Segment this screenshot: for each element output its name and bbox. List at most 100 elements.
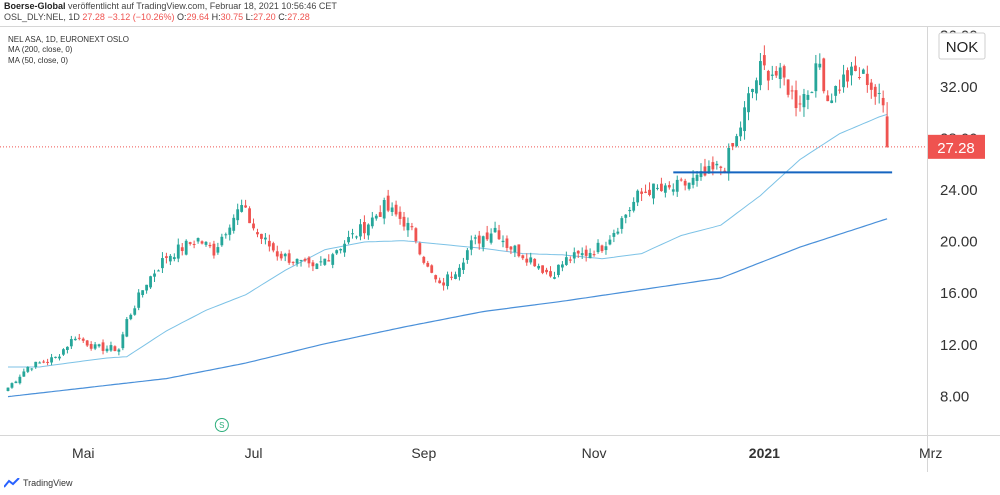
candle-body	[176, 244, 180, 259]
candle	[810, 91, 814, 94]
candle	[275, 245, 279, 261]
candle-body	[755, 80, 758, 94]
candle-body	[14, 381, 18, 384]
candle	[196, 237, 200, 244]
legend-instrument: NEL ASA, 1D, EURONEXT OSLO	[8, 35, 129, 44]
candle-body	[307, 257, 311, 264]
candle-body	[608, 239, 612, 245]
candle	[719, 165, 723, 176]
low-key: L:	[245, 12, 254, 22]
candle-body	[450, 276, 453, 278]
candle-body	[236, 209, 240, 221]
candle	[873, 84, 877, 105]
candle-body	[667, 185, 671, 188]
footer: TradingView	[4, 478, 73, 488]
candle	[157, 269, 160, 272]
candle	[489, 228, 493, 245]
ma50-series	[8, 113, 888, 368]
candle	[671, 183, 675, 196]
candle-body	[42, 361, 46, 363]
candle-body	[660, 183, 663, 192]
candle	[485, 225, 489, 242]
candle-body	[454, 274, 457, 279]
candle	[545, 267, 548, 275]
candle-body	[465, 250, 469, 260]
candle	[125, 316, 129, 338]
candle-body	[34, 361, 38, 368]
candle-body	[359, 224, 362, 237]
candle-body	[196, 238, 200, 242]
split-marker	[214, 418, 229, 432]
candle	[505, 235, 509, 252]
legend-ma50: MA (50, close, 0)	[8, 56, 69, 65]
candle	[145, 284, 148, 294]
candle-body	[501, 240, 505, 243]
publisher-name: Boerse-Global	[4, 1, 66, 11]
split-marker-label: S	[219, 421, 224, 430]
candle	[14, 380, 18, 384]
candle-body	[343, 243, 346, 253]
candle	[509, 246, 513, 255]
candle-body	[877, 92, 881, 94]
candle	[77, 333, 81, 341]
candle	[541, 265, 544, 275]
candle-body	[81, 338, 85, 341]
candle-body	[157, 270, 160, 272]
candle	[378, 205, 382, 217]
candle-body	[295, 258, 299, 264]
candle-body	[648, 189, 651, 195]
candle-body	[228, 227, 232, 235]
candle-body	[216, 247, 220, 253]
candle-body	[232, 217, 236, 231]
candle	[117, 348, 121, 356]
candle-body	[256, 232, 259, 235]
candle	[576, 250, 580, 258]
candle-body	[382, 200, 386, 219]
candle	[580, 247, 584, 260]
candle-body	[220, 236, 224, 246]
candle-body	[378, 212, 382, 217]
footer-brand[interactable]: TradingView	[23, 478, 73, 488]
candle	[390, 202, 394, 216]
candle	[236, 203, 240, 225]
candle-body	[790, 90, 794, 92]
candle-body	[311, 262, 315, 267]
candle	[105, 345, 109, 353]
candle	[747, 86, 750, 121]
candle-body	[129, 314, 133, 320]
candle	[858, 67, 861, 80]
candle	[93, 341, 97, 351]
candle-body	[204, 241, 208, 245]
currency-box	[938, 32, 986, 60]
candle	[129, 313, 133, 321]
candle	[402, 212, 406, 231]
candle-body	[545, 269, 548, 273]
candle-body	[766, 70, 770, 81]
candle	[382, 197, 386, 225]
candle	[533, 258, 537, 267]
candle	[755, 77, 758, 101]
candle	[869, 78, 873, 99]
x-tick-label: Mrz	[919, 445, 942, 461]
candle	[279, 251, 283, 261]
candle-body	[240, 205, 244, 212]
candle-body	[671, 189, 675, 192]
candle	[592, 250, 596, 257]
candle	[759, 52, 762, 91]
candle-body	[66, 346, 69, 351]
candle-body	[612, 232, 616, 237]
candle-body	[861, 69, 865, 74]
candle	[628, 207, 632, 218]
price-chart[interactable]: S 8.0012.0016.0020.0024.0028.0032.0036.0…	[0, 26, 1000, 472]
candle	[477, 230, 481, 250]
candle	[798, 95, 802, 112]
candle-body	[58, 356, 61, 359]
candle	[34, 361, 38, 369]
candle	[703, 158, 707, 177]
candle-body	[830, 100, 834, 104]
candle-body	[26, 366, 30, 372]
candle	[331, 252, 335, 269]
candle	[374, 213, 378, 221]
y-tick-label: 20.00	[940, 234, 978, 251]
candle	[481, 235, 485, 252]
